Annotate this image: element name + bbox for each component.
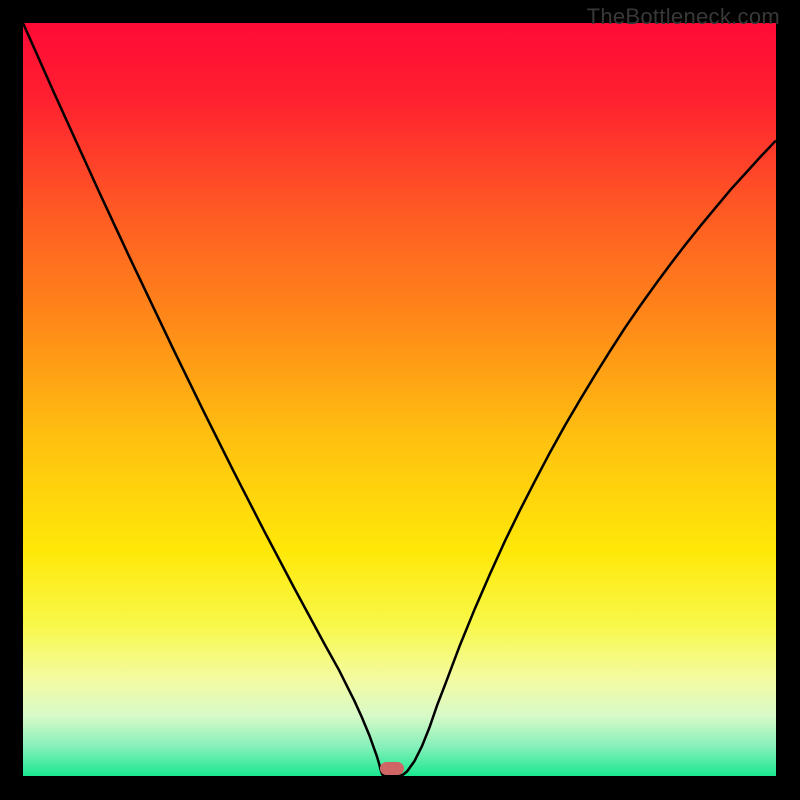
optimal-marker — [380, 762, 404, 774]
bottleneck-chart — [23, 23, 776, 776]
watermark-label: TheBottleneck.com — [587, 4, 780, 30]
bottleneck-curve — [23, 23, 776, 776]
